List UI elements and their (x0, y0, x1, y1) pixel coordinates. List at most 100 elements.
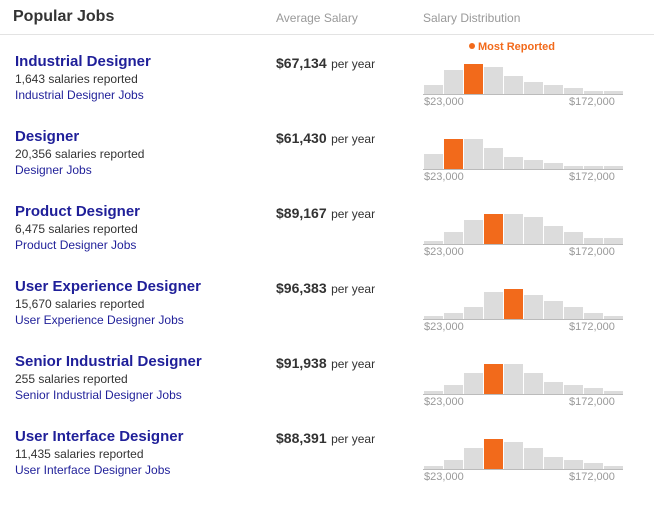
histogram-bar (604, 238, 623, 244)
histogram-bar (564, 232, 583, 244)
salary-histogram (423, 358, 623, 430)
salary-amount: $67,134 (276, 55, 327, 71)
average-salary: $91,938 per year (276, 355, 375, 373)
range-max-label: $172,000 (569, 246, 615, 258)
salaries-reported-count: 255 salaries reported (15, 372, 128, 386)
histogram-bar (584, 463, 603, 469)
histogram-bar (464, 448, 483, 469)
range-min-label: $23,000 (424, 321, 464, 333)
jobs-search-link[interactable]: Product Designer Jobs (15, 238, 137, 252)
jobs-search-link[interactable]: User Experience Designer Jobs (15, 313, 184, 327)
histogram-bar (604, 466, 623, 469)
salaries-reported-count: 6,475 salaries reported (15, 222, 138, 236)
salaries-reported-count: 11,435 salaries reported (15, 447, 144, 461)
histogram-bar (424, 154, 443, 169)
histogram-bar (424, 241, 443, 244)
job-title-link[interactable]: Product Designer (15, 203, 141, 220)
job-row: User Interface Designer 11,435 salaries … (0, 428, 654, 503)
per-year-label: per year (331, 207, 376, 221)
histogram-bar (544, 301, 563, 319)
histogram-svg (423, 364, 623, 395)
histogram-bar (544, 382, 563, 394)
table-header: Popular Jobs Average Salary Salary Distr… (0, 0, 654, 35)
job-row: Senior Industrial Designer 255 salaries … (0, 353, 654, 428)
histogram-bar (604, 316, 623, 319)
histogram-bar (584, 91, 603, 94)
average-salary: $89,167 per year (276, 205, 375, 223)
section-title: Popular Jobs (13, 8, 115, 25)
histogram-bar-most-reported (504, 289, 523, 319)
average-salary: $96,383 per year (276, 280, 375, 298)
average-salary: $67,134 per year (276, 55, 375, 73)
histogram-bar (464, 307, 483, 319)
salary-amount: $88,391 (276, 430, 327, 446)
histogram-bar (544, 85, 563, 94)
histogram-bar (564, 385, 583, 394)
histogram-bar (604, 391, 623, 394)
salary-amount: $96,383 (276, 280, 327, 296)
salary-distribution-header: Salary Distribution (423, 11, 521, 25)
histogram-svg (423, 139, 623, 170)
range-max-label: $172,000 (569, 171, 615, 183)
average-salary: $88,391 per year (276, 430, 375, 448)
jobs-search-link[interactable]: User Interface Designer Jobs (15, 463, 171, 477)
range-max-label: $172,000 (569, 396, 615, 408)
histogram-bar (504, 442, 523, 469)
salary-amount: $61,430 (276, 130, 327, 146)
range-min-label: $23,000 (424, 171, 464, 183)
histogram-bar-most-reported (484, 364, 503, 394)
histogram-bar (444, 385, 463, 394)
histogram-bar (484, 148, 503, 169)
per-year-label: per year (331, 132, 376, 146)
histogram-bar-most-reported (484, 214, 503, 244)
histogram-bar (524, 160, 543, 169)
histogram-bar (424, 391, 443, 394)
job-title-link[interactable]: User Experience Designer (15, 278, 201, 295)
job-title-link[interactable]: Senior Industrial Designer (15, 353, 202, 370)
histogram-bar (464, 139, 483, 169)
jobs-search-link[interactable]: Senior Industrial Designer Jobs (15, 388, 182, 402)
histogram-bar (504, 214, 523, 244)
range-min-label: $23,000 (424, 246, 464, 258)
histogram-bar (564, 166, 583, 169)
job-row: Designer 20,356 salaries reported Design… (0, 128, 654, 203)
histogram-bar (524, 82, 543, 94)
job-title-link[interactable]: Designer (15, 128, 80, 145)
histogram-bar-most-reported (444, 139, 463, 169)
histogram-bar (444, 232, 463, 244)
most-reported-legend: Most Reported (469, 41, 555, 53)
salary-histogram (423, 433, 623, 505)
job-title-link[interactable]: Industrial Designer (15, 53, 151, 70)
jobs-search-link[interactable]: Industrial Designer Jobs (15, 88, 144, 102)
job-title-link[interactable]: User Interface Designer (15, 428, 184, 445)
histogram-bar (604, 166, 623, 169)
histogram-bar (564, 460, 583, 469)
per-year-label: per year (331, 432, 376, 446)
histogram-svg (423, 439, 623, 470)
histogram-bar (484, 67, 503, 94)
histogram-bar (424, 316, 443, 319)
histogram-bar (464, 373, 483, 394)
range-max-label: $172,000 (569, 471, 615, 483)
range-max-label: $172,000 (569, 321, 615, 333)
jobs-search-link[interactable]: Designer Jobs (15, 163, 92, 177)
histogram-bar (524, 373, 543, 394)
histogram-bar (424, 466, 443, 469)
histogram-bar (544, 163, 563, 169)
histogram-svg (423, 289, 623, 320)
histogram-bar (584, 166, 603, 169)
salary-histogram (423, 208, 623, 280)
salaries-reported-count: 1,643 salaries reported (15, 72, 138, 86)
average-salary: $61,430 per year (276, 130, 375, 148)
histogram-bar (464, 220, 483, 244)
histogram-bar (544, 226, 563, 244)
histogram-bar (484, 292, 503, 319)
histogram-bar (604, 91, 623, 94)
histogram-svg (423, 64, 623, 95)
histogram-bar (504, 364, 523, 394)
per-year-label: per year (331, 57, 376, 71)
range-min-label: $23,000 (424, 471, 464, 483)
salary-histogram (423, 133, 623, 205)
histogram-bar (524, 217, 543, 244)
